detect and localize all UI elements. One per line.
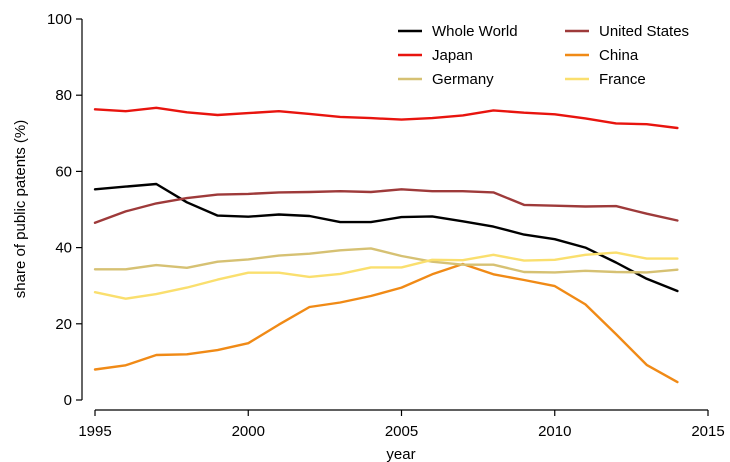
legend-label-united-states: United States	[599, 23, 689, 40]
x-tick-label: 2005	[385, 423, 418, 440]
y-tick-label: 60	[55, 163, 72, 180]
y-tick-label: 100	[47, 11, 72, 28]
legend-label-germany: Germany	[432, 71, 494, 88]
legend-label-japan: Japan	[432, 47, 473, 64]
legend-label-whole-world: Whole World	[432, 23, 518, 40]
legend: Whole World Japan Germany United States Chin…	[398, 23, 689, 88]
series-lines	[93, 106, 679, 384]
y-tick-label: 0	[64, 392, 72, 409]
legend-label-china: China	[599, 47, 639, 64]
x-tick-label: 2015	[691, 423, 724, 440]
series-line-germany	[93, 247, 679, 274]
series-line-united-states	[93, 188, 679, 225]
x-tick-label: 2010	[538, 423, 571, 440]
legend-label-france: France	[599, 71, 646, 88]
y-ticks: 0 20 40 60 80 100	[47, 11, 82, 409]
series-line-japan	[93, 106, 679, 130]
series-line-china	[93, 262, 679, 384]
axes: 0 20 40 60 80 100 1995 2000 2005 2010 2015 year s…	[12, 11, 725, 462]
x-tick-label: 1995	[78, 423, 111, 440]
series-line-whole-world	[93, 182, 679, 293]
y-tick-label: 40	[55, 240, 72, 257]
y-tick-label: 80	[55, 87, 72, 104]
y-axis-label: share of public patents (%)	[12, 120, 29, 298]
x-axis-label: year	[386, 446, 415, 462]
series-line-france	[93, 251, 679, 300]
y-tick-label: 20	[55, 316, 72, 333]
x-ticks: 1995 2000 2005 2010 2015	[78, 410, 725, 440]
x-tick-label: 2000	[232, 423, 265, 440]
